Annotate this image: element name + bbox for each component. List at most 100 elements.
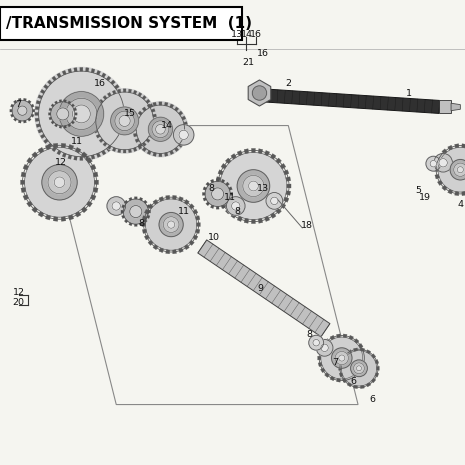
- Polygon shape: [142, 142, 146, 146]
- Polygon shape: [59, 100, 62, 102]
- Polygon shape: [62, 153, 66, 158]
- Polygon shape: [442, 149, 447, 154]
- Text: 16: 16: [257, 49, 269, 58]
- Polygon shape: [448, 145, 453, 150]
- Polygon shape: [121, 215, 125, 219]
- Circle shape: [107, 197, 126, 215]
- Polygon shape: [342, 354, 346, 358]
- Circle shape: [226, 197, 245, 215]
- Circle shape: [25, 147, 94, 217]
- Polygon shape: [59, 126, 62, 128]
- Polygon shape: [142, 147, 146, 152]
- Polygon shape: [284, 170, 289, 175]
- Polygon shape: [49, 108, 52, 111]
- Text: 7: 7: [16, 100, 21, 109]
- Polygon shape: [68, 215, 74, 220]
- Polygon shape: [129, 223, 132, 226]
- Polygon shape: [284, 197, 289, 202]
- Polygon shape: [206, 202, 210, 206]
- Polygon shape: [142, 223, 146, 226]
- Polygon shape: [203, 186, 206, 190]
- Polygon shape: [197, 223, 200, 226]
- Polygon shape: [28, 118, 31, 121]
- Polygon shape: [363, 356, 366, 360]
- Polygon shape: [320, 368, 325, 372]
- Circle shape: [266, 193, 283, 209]
- Polygon shape: [53, 217, 58, 221]
- Polygon shape: [166, 250, 170, 254]
- Polygon shape: [81, 207, 87, 213]
- Polygon shape: [91, 155, 95, 159]
- Text: 13: 13: [231, 30, 243, 40]
- Polygon shape: [216, 184, 220, 188]
- Polygon shape: [124, 113, 128, 115]
- Polygon shape: [218, 170, 223, 175]
- Polygon shape: [51, 104, 54, 107]
- Polygon shape: [455, 144, 459, 148]
- Polygon shape: [11, 104, 13, 107]
- Polygon shape: [45, 215, 51, 220]
- Polygon shape: [271, 213, 276, 219]
- Polygon shape: [75, 212, 81, 217]
- Polygon shape: [325, 339, 329, 343]
- Polygon shape: [149, 134, 153, 138]
- Polygon shape: [86, 201, 93, 207]
- Polygon shape: [244, 149, 249, 153]
- Polygon shape: [153, 102, 156, 106]
- Polygon shape: [435, 160, 439, 165]
- Polygon shape: [96, 153, 100, 158]
- Polygon shape: [128, 149, 132, 153]
- Circle shape: [59, 92, 104, 136]
- Polygon shape: [193, 209, 198, 214]
- Polygon shape: [165, 153, 168, 156]
- Polygon shape: [52, 147, 56, 152]
- Polygon shape: [198, 240, 330, 337]
- Polygon shape: [159, 153, 162, 157]
- Polygon shape: [361, 349, 365, 354]
- Polygon shape: [182, 139, 186, 143]
- Text: 2: 2: [286, 79, 291, 88]
- Polygon shape: [13, 100, 17, 103]
- Polygon shape: [103, 95, 107, 100]
- Polygon shape: [61, 217, 66, 221]
- Polygon shape: [80, 67, 83, 71]
- Circle shape: [357, 366, 361, 371]
- Polygon shape: [124, 118, 128, 121]
- Circle shape: [51, 102, 75, 126]
- Circle shape: [148, 117, 173, 141]
- Polygon shape: [203, 198, 206, 201]
- Text: 8: 8: [209, 184, 214, 193]
- Polygon shape: [38, 129, 42, 133]
- Text: 20: 20: [13, 298, 25, 307]
- Polygon shape: [434, 168, 438, 172]
- Polygon shape: [81, 152, 87, 158]
- Polygon shape: [75, 147, 81, 153]
- Polygon shape: [149, 104, 153, 107]
- Polygon shape: [359, 368, 363, 372]
- Polygon shape: [342, 379, 346, 383]
- Polygon shape: [138, 145, 142, 149]
- Polygon shape: [62, 70, 66, 75]
- Polygon shape: [36, 100, 40, 104]
- Text: 13: 13: [257, 184, 269, 193]
- Polygon shape: [118, 89, 122, 94]
- Polygon shape: [455, 192, 459, 196]
- Text: 8: 8: [139, 219, 145, 228]
- Polygon shape: [216, 206, 219, 209]
- Polygon shape: [142, 216, 147, 220]
- Polygon shape: [252, 219, 255, 224]
- Polygon shape: [93, 187, 98, 193]
- Polygon shape: [361, 362, 365, 367]
- Polygon shape: [75, 113, 77, 115]
- Polygon shape: [23, 195, 28, 200]
- Polygon shape: [135, 116, 139, 120]
- Polygon shape: [353, 348, 358, 351]
- Circle shape: [54, 177, 65, 187]
- Circle shape: [332, 348, 352, 368]
- Polygon shape: [106, 76, 111, 81]
- Polygon shape: [94, 130, 98, 133]
- Polygon shape: [153, 153, 156, 156]
- Polygon shape: [216, 177, 221, 181]
- Polygon shape: [159, 248, 164, 252]
- Text: 14: 14: [240, 30, 252, 40]
